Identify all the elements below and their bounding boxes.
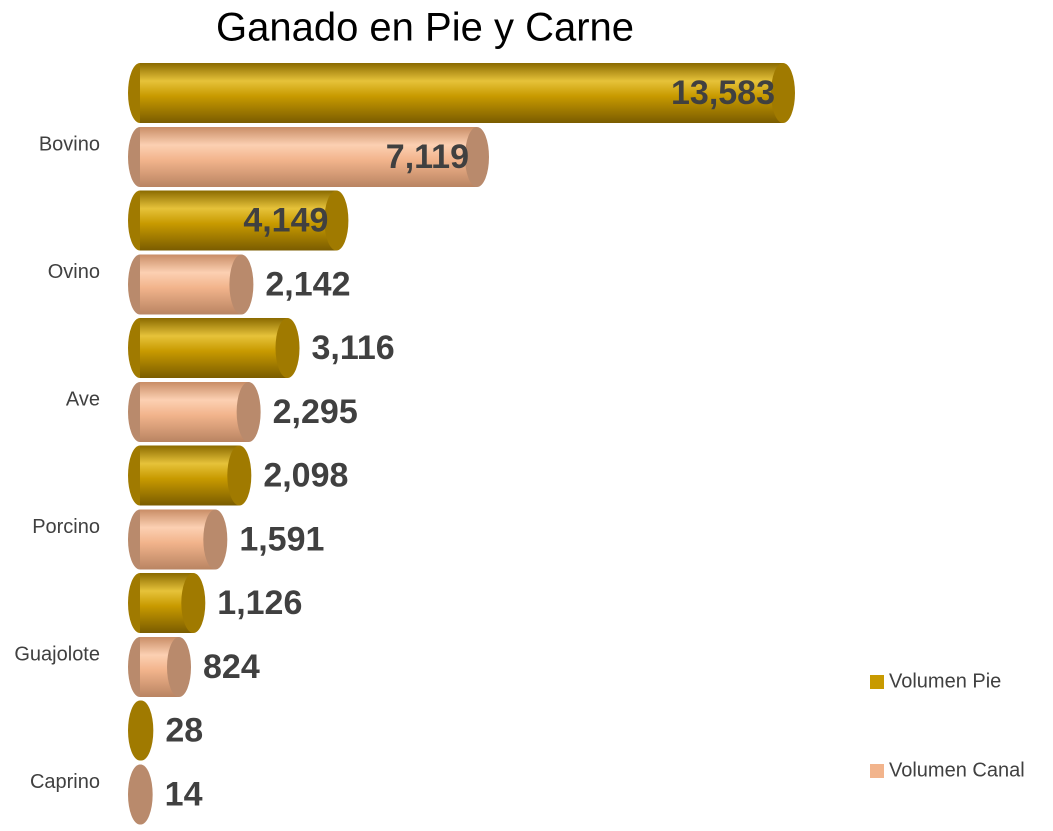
bar-cap: [229, 255, 253, 315]
value-label: 7,119: [386, 138, 469, 176]
legend-swatch: [870, 764, 884, 778]
value-label: 14: [165, 775, 203, 813]
chart-title: Ganado en Pie y Carne: [216, 6, 634, 50]
value-label: 1,591: [239, 520, 324, 558]
value-label: 3,116: [312, 329, 395, 367]
bar: [140, 318, 288, 378]
value-label: 13,583: [671, 74, 775, 112]
value-label: 1,126: [217, 584, 302, 622]
bar: [140, 446, 239, 506]
value-label: 4,149: [243, 201, 328, 239]
bar-cap: [167, 637, 191, 697]
y-tick-label: Bovino: [39, 133, 100, 155]
legend-swatch: [870, 675, 884, 689]
bar-cap: [181, 573, 205, 633]
y-tick-label: Ovino: [48, 261, 100, 283]
bar-cap: [276, 318, 300, 378]
y-tick-label: Ave: [66, 388, 100, 410]
value-label: 2,098: [263, 456, 348, 494]
value-label: 2,142: [265, 265, 350, 303]
bar-cap: [129, 701, 153, 761]
bar-cap: [203, 510, 227, 570]
chart: Ganado en Pie y Carne Bovino 13,583 7,119 O…: [0, 0, 1053, 831]
value-label: 28: [165, 711, 203, 749]
bar: [140, 255, 241, 315]
y-tick-label: Porcino: [32, 516, 100, 538]
bar-cap: [227, 446, 251, 506]
y-tick-label: Guajolote: [14, 643, 100, 665]
bar-cap: [237, 382, 261, 442]
bar: [140, 382, 249, 442]
legend-label: Volumen Pie: [889, 670, 1001, 692]
legend-label: Volumen Canal: [889, 759, 1025, 781]
bar-cap: [129, 765, 153, 825]
value-label: 824: [203, 648, 260, 686]
value-label: 2,295: [273, 393, 358, 431]
y-tick-label: Caprino: [30, 771, 100, 793]
